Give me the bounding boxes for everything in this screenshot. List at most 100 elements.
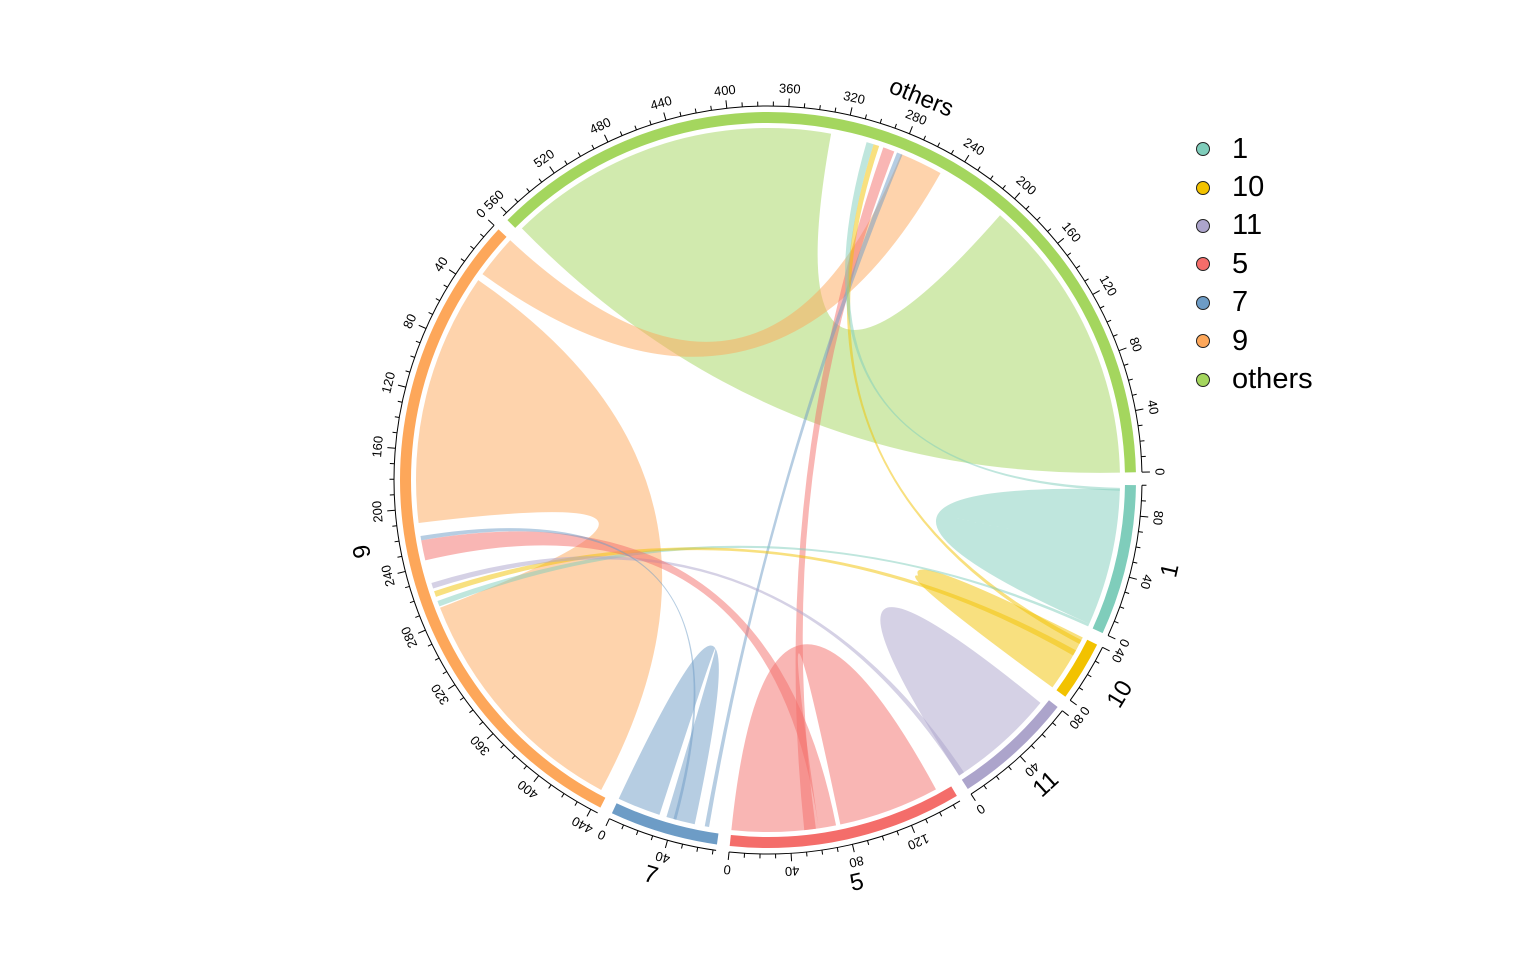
tick-mark <box>1025 205 1030 210</box>
tick-mark <box>409 600 415 604</box>
tick-mark <box>964 154 970 163</box>
legend-item-1: 1 <box>1196 130 1313 168</box>
tick-mark <box>1031 745 1035 750</box>
tick-mark <box>387 447 396 449</box>
tick-mark <box>591 144 595 150</box>
tick-mark <box>1019 755 1026 763</box>
tick-mark <box>1057 237 1065 244</box>
tick-mark <box>1123 363 1129 366</box>
tick-mark <box>952 804 956 810</box>
tick-mark <box>548 784 552 789</box>
sector-label-1: 1 <box>1155 561 1184 580</box>
tick-mark <box>1107 635 1116 640</box>
tick-mark <box>574 801 578 806</box>
tick-mark <box>1092 290 1100 295</box>
tick-mark <box>500 744 505 749</box>
sector-label-5: 5 <box>847 868 866 897</box>
tick-mark <box>397 555 402 558</box>
legend-item-others: others <box>1196 360 1313 398</box>
tick-label: 80 <box>1150 510 1166 526</box>
tick-mark <box>1014 192 1021 200</box>
legend-item-11: 11 <box>1196 207 1313 245</box>
tick-mark <box>1128 378 1133 381</box>
legend-item-10: 10 <box>1196 168 1313 206</box>
tick-mark <box>1135 408 1144 411</box>
tick-label: 280 <box>398 624 420 650</box>
sector-track-11 <box>961 700 1058 790</box>
legend-marker-icon <box>1196 372 1210 387</box>
tick-mark <box>397 384 406 388</box>
tick-mark <box>925 818 929 824</box>
tick-mark <box>950 149 954 155</box>
tick-mark <box>487 219 495 226</box>
tick-label: 200 <box>1013 172 1039 198</box>
tick-label: 0 <box>974 801 988 818</box>
tick-label: 40 <box>1144 399 1161 416</box>
tick-mark <box>1102 646 1110 652</box>
tick-mark <box>819 105 821 110</box>
tick-label: 400 <box>515 777 541 802</box>
axis-line-9 <box>393 224 598 814</box>
tick-mark <box>533 775 540 783</box>
tick-mark <box>937 142 941 147</box>
tick-mark <box>681 843 684 849</box>
tick-mark <box>469 709 474 714</box>
tick-mark <box>397 570 406 574</box>
tick-label: 320 <box>428 681 452 707</box>
tick-mark <box>1087 674 1092 678</box>
tick-mark <box>443 284 448 288</box>
tick-mark <box>650 835 654 841</box>
tick-mark <box>1106 319 1112 323</box>
tick-label: 480 <box>587 114 613 137</box>
sector-track-10 <box>1056 639 1098 697</box>
tick-mark <box>663 112 667 121</box>
tick-mark <box>418 324 427 329</box>
tick-mark <box>523 765 528 770</box>
legend-marker-icon <box>1196 334 1210 349</box>
tick-mark <box>996 775 1000 781</box>
tick-mark <box>442 671 448 675</box>
legend-label: 11 <box>1232 209 1263 242</box>
tick-label: 400 <box>713 82 736 99</box>
tick-mark <box>397 400 403 403</box>
legend-marker-icon <box>1196 257 1210 272</box>
tick-mark <box>549 166 555 174</box>
tick-mark <box>405 370 411 373</box>
tick-mark <box>1113 334 1118 337</box>
tick-mark <box>908 126 913 134</box>
tick-mark <box>511 755 516 760</box>
tick-label: 0 <box>1152 468 1167 476</box>
tick-mark <box>448 684 456 690</box>
tick-mark <box>459 697 465 701</box>
tick-mark <box>710 105 712 111</box>
tick-mark <box>983 785 987 790</box>
tick-mark <box>1140 515 1149 518</box>
link-others-to-9-2 <box>482 154 941 357</box>
legend-label: others <box>1232 363 1313 396</box>
tick-mark <box>834 107 837 113</box>
tick-label: 80 <box>848 853 865 871</box>
sector-label-7: 7 <box>640 860 660 890</box>
tick-mark <box>1099 305 1105 309</box>
legend-item-7: 7 <box>1196 284 1313 322</box>
tick-mark <box>727 851 730 860</box>
tick-mark <box>851 844 855 853</box>
tick-mark <box>1114 620 1119 624</box>
tick-label: 440 <box>569 813 595 836</box>
tick-label: 160 <box>369 435 386 458</box>
link-11-to-11-5 <box>880 607 1041 776</box>
tick-mark <box>480 233 485 238</box>
tick-mark <box>1075 265 1081 269</box>
tick-label: 240 <box>961 134 987 158</box>
legend-marker-icon <box>1196 218 1210 233</box>
legend-marker-icon <box>1196 295 1210 310</box>
tick-mark <box>415 615 420 618</box>
tick-mark <box>896 830 900 836</box>
tick-label: 120 <box>906 831 932 853</box>
tick-label: 120 <box>1096 272 1120 298</box>
tick-mark <box>694 108 697 114</box>
tick-mark <box>460 258 465 262</box>
tick-label: 0 <box>595 827 608 844</box>
tick-mark <box>664 840 669 849</box>
tick-mark <box>1138 531 1143 533</box>
